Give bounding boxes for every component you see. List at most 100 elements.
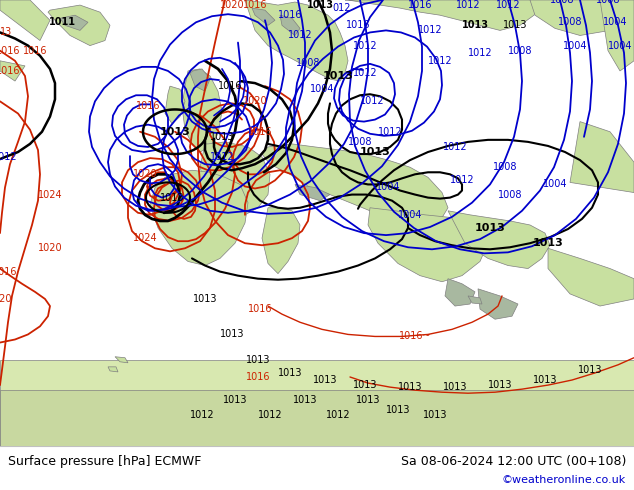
Text: 1013: 1013 [160, 193, 184, 202]
Text: 1016: 1016 [217, 81, 242, 91]
Polygon shape [182, 69, 222, 152]
Text: 1013: 1013 [278, 368, 302, 378]
Text: 1013: 1013 [533, 238, 564, 248]
Polygon shape [262, 208, 300, 273]
Polygon shape [252, 8, 275, 25]
Text: 1013: 1013 [220, 329, 244, 340]
Text: 13: 13 [0, 27, 12, 37]
Text: 1013: 1013 [246, 355, 270, 365]
Text: 1024: 1024 [133, 233, 157, 243]
Text: 1012: 1012 [353, 68, 377, 78]
Polygon shape [165, 86, 185, 123]
Text: 1008: 1008 [348, 137, 372, 147]
Text: 1013: 1013 [356, 395, 380, 405]
Text: 1004: 1004 [376, 182, 400, 193]
Text: 1004: 1004 [310, 84, 334, 94]
Text: 1012: 1012 [456, 0, 481, 10]
Text: 1020: 1020 [37, 244, 62, 253]
Text: 1013: 1013 [503, 21, 527, 30]
Text: 1013: 1013 [293, 395, 317, 405]
Text: 1012: 1012 [190, 411, 214, 420]
Polygon shape [262, 144, 448, 228]
Polygon shape [548, 248, 634, 306]
Text: 1011: 1011 [48, 17, 75, 27]
Polygon shape [48, 5, 110, 46]
Polygon shape [478, 289, 518, 319]
Polygon shape [530, 0, 634, 35]
Polygon shape [0, 360, 634, 446]
Text: 1013: 1013 [443, 382, 467, 392]
Text: 1008: 1008 [493, 162, 517, 172]
Text: Surface pressure [hPa] ECMWF: Surface pressure [hPa] ECMWF [8, 455, 202, 468]
Text: 1013: 1013 [210, 132, 234, 142]
Polygon shape [368, 208, 488, 282]
Text: 1008: 1008 [498, 190, 522, 199]
Polygon shape [600, 0, 634, 71]
Polygon shape [200, 142, 270, 215]
Text: 1024: 1024 [37, 190, 62, 199]
Text: 1008: 1008 [508, 46, 533, 56]
Text: 1012: 1012 [359, 97, 384, 106]
Text: 1008: 1008 [295, 58, 320, 68]
Text: Sa 08-06-2024 12:00 UTC (00+108): Sa 08-06-2024 12:00 UTC (00+108) [401, 455, 626, 468]
Polygon shape [468, 296, 482, 304]
Text: 1016: 1016 [0, 46, 20, 56]
Text: 1016: 1016 [248, 304, 272, 314]
Text: 1013: 1013 [323, 71, 353, 81]
Text: 1016: 1016 [23, 46, 48, 56]
Text: 1013: 1013 [313, 375, 337, 385]
Text: 1016: 1016 [346, 21, 370, 30]
Text: 1016~: 1016~ [399, 331, 431, 342]
Polygon shape [0, 390, 634, 446]
Text: 1012: 1012 [428, 56, 452, 66]
Text: 1013: 1013 [488, 380, 512, 390]
Text: 1013: 1013 [423, 411, 447, 420]
Text: 1004: 1004 [608, 41, 632, 50]
Text: ©weatheronline.co.uk: ©weatheronline.co.uk [501, 475, 626, 485]
Text: 1004: 1004 [398, 210, 422, 220]
Text: 1016: 1016 [0, 267, 17, 276]
Text: 1013: 1013 [385, 405, 410, 416]
Polygon shape [345, 0, 540, 30]
Text: 1012: 1012 [418, 25, 443, 35]
Text: 1016: 1016 [0, 66, 20, 76]
Polygon shape [280, 15, 300, 35]
Text: 1012: 1012 [496, 0, 521, 10]
Text: 1012: 1012 [257, 411, 282, 420]
Text: 1013: 1013 [353, 380, 377, 390]
Polygon shape [245, 0, 348, 81]
Text: 1012: 1012 [0, 152, 17, 162]
Text: 1012: 1012 [378, 127, 403, 137]
Text: 1008: 1008 [596, 0, 620, 5]
Text: 1008: 1008 [550, 0, 574, 5]
Text: 1020: 1020 [243, 97, 268, 106]
Text: 1013: 1013 [306, 0, 333, 10]
Text: 1004: 1004 [603, 17, 627, 27]
Polygon shape [570, 122, 634, 193]
Polygon shape [60, 15, 88, 30]
Polygon shape [448, 211, 550, 269]
Text: 1013: 1013 [193, 294, 217, 304]
Text: 1013: 1013 [578, 365, 602, 375]
Text: 1020: 1020 [133, 170, 157, 179]
Polygon shape [115, 357, 128, 363]
Text: 1016: 1016 [246, 372, 270, 382]
Text: 012: 012 [333, 3, 351, 13]
Text: 1012: 1012 [468, 48, 493, 58]
Text: 1016: 1016 [243, 0, 268, 10]
Polygon shape [190, 69, 210, 91]
Text: 1013: 1013 [223, 395, 247, 405]
Text: 1016: 1016 [278, 10, 302, 20]
Text: 1016: 1016 [136, 101, 160, 111]
Text: 1020: 1020 [220, 0, 244, 10]
Text: 1013: 1013 [359, 147, 391, 157]
Text: 1004: 1004 [563, 41, 587, 50]
Text: 1012: 1012 [326, 411, 351, 420]
Text: 1013: 1013 [462, 21, 489, 30]
Polygon shape [150, 170, 248, 266]
Polygon shape [0, 0, 50, 41]
Polygon shape [295, 184, 330, 201]
Text: 1012: 1012 [288, 30, 313, 41]
Text: 1008: 1008 [558, 17, 582, 27]
Text: 1013: 1013 [398, 382, 422, 392]
